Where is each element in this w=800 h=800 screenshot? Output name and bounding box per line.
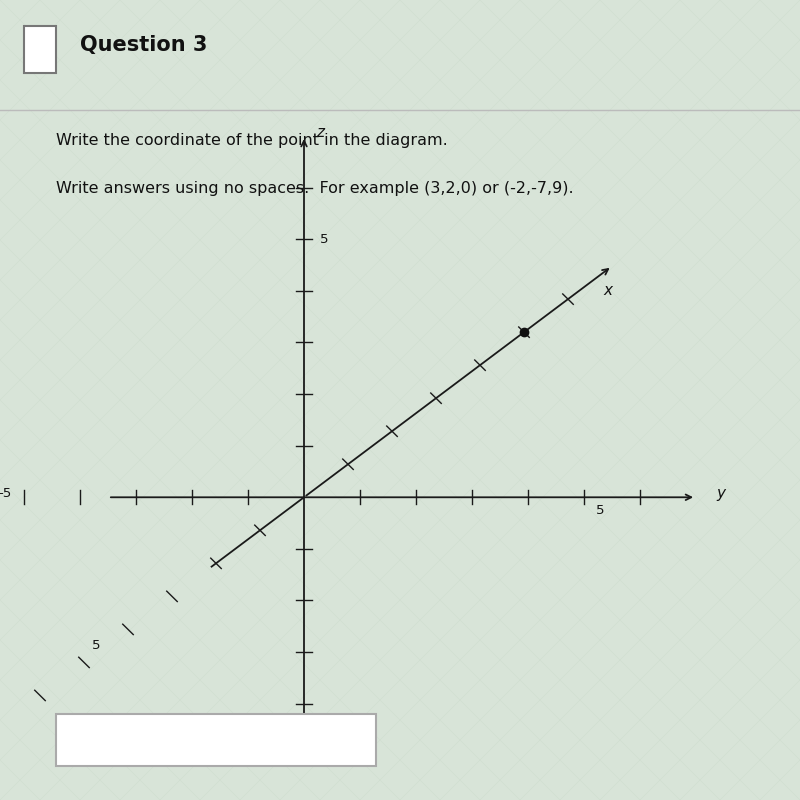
- Text: -5: -5: [320, 749, 334, 762]
- Text: 5: 5: [596, 504, 605, 517]
- Text: z: z: [316, 125, 324, 140]
- Text: -5: -5: [0, 487, 12, 500]
- Text: x: x: [603, 283, 613, 298]
- Text: y: y: [716, 486, 725, 502]
- Text: 5: 5: [92, 639, 101, 652]
- Text: Question 3: Question 3: [80, 34, 207, 54]
- FancyBboxPatch shape: [56, 714, 376, 766]
- Text: 5: 5: [320, 233, 329, 246]
- Text: Write the coordinate of the point in the diagram.: Write the coordinate of the point in the…: [56, 133, 448, 148]
- Text: Write answers using no spaces.  For example (3,2,0) or (-2,-7,9).: Write answers using no spaces. For examp…: [56, 181, 574, 196]
- FancyBboxPatch shape: [24, 26, 56, 73]
